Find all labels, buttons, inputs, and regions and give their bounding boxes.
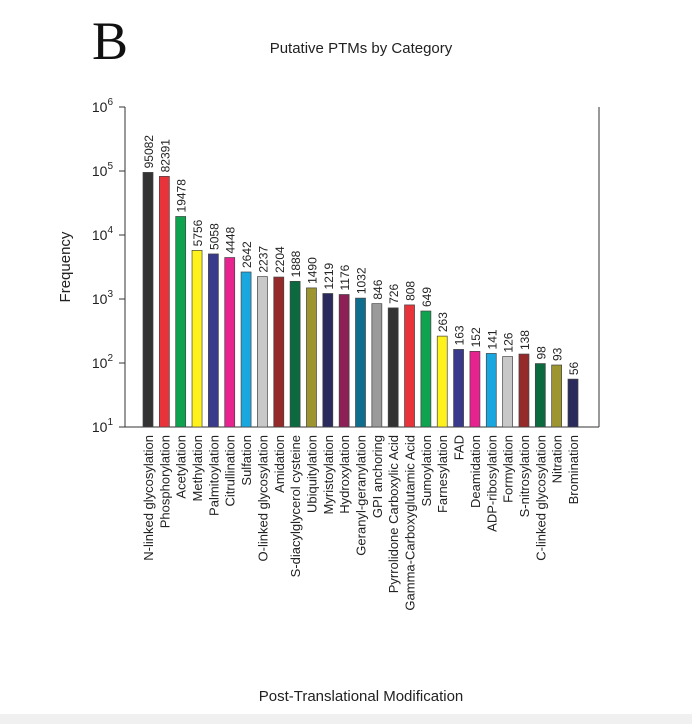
bar bbox=[142, 172, 154, 428]
x-tick-label: Amidation bbox=[272, 435, 287, 493]
bar bbox=[371, 303, 383, 428]
x-tick-label: Hydroxylation bbox=[337, 435, 352, 514]
data-label: 138 bbox=[518, 330, 532, 350]
bar bbox=[534, 363, 546, 428]
bar bbox=[273, 276, 285, 428]
bar bbox=[355, 297, 366, 428]
y-tick-label: 106 bbox=[92, 97, 114, 115]
x-tick-label: Formylation bbox=[501, 435, 516, 503]
y-tick-label: 101 bbox=[92, 417, 114, 435]
data-label: 5756 bbox=[191, 219, 205, 246]
bar bbox=[551, 364, 563, 428]
bar bbox=[502, 356, 513, 428]
x-tick-label: N-linked glycosylation bbox=[141, 435, 156, 561]
data-label: 1176 bbox=[338, 264, 352, 290]
data-label: 98 bbox=[534, 346, 548, 360]
y-axis-label: Frequency bbox=[57, 231, 74, 302]
x-axis-label: Post-Translational Modification bbox=[258, 688, 464, 705]
data-label: 4448 bbox=[224, 226, 238, 253]
data-label: 1219 bbox=[322, 262, 336, 289]
x-tick-label: Bromination bbox=[566, 435, 581, 504]
data-label: 2204 bbox=[273, 246, 287, 273]
y-tick-label: 104 bbox=[92, 225, 114, 243]
x-tick-label: ADP-ribosylation bbox=[484, 435, 499, 532]
bar bbox=[404, 304, 415, 428]
x-tick-label: S-nitrosylation bbox=[517, 435, 532, 517]
x-tick-label: C-linked glycosylation bbox=[533, 435, 548, 561]
data-label: 1888 bbox=[289, 250, 303, 277]
bar bbox=[224, 257, 236, 428]
data-label: 1490 bbox=[305, 257, 319, 284]
x-tick-label: Acetylation bbox=[174, 435, 189, 499]
bar bbox=[175, 216, 187, 428]
panel-label: B bbox=[92, 11, 129, 71]
x-tick-label: Pyrrolidone Carboxylic Acid bbox=[386, 435, 401, 593]
data-label: 93 bbox=[551, 347, 565, 361]
x-tick-label: Geranyl-geranylation bbox=[354, 435, 369, 556]
y-tick-label: 103 bbox=[92, 289, 114, 307]
bar bbox=[257, 276, 268, 428]
x-tick-label: Nitration bbox=[550, 435, 565, 483]
bar bbox=[191, 250, 203, 428]
bar bbox=[436, 335, 448, 428]
x-tick-label: Palmitoylation bbox=[206, 435, 221, 516]
bar bbox=[387, 307, 399, 428]
data-label: 19478 bbox=[175, 179, 189, 213]
bar bbox=[518, 353, 530, 428]
bar bbox=[322, 293, 334, 428]
bottom-edge bbox=[0, 714, 692, 724]
y-tick-label: 102 bbox=[92, 353, 114, 371]
bar bbox=[420, 310, 432, 428]
x-tick-label: Phosphorylation bbox=[157, 435, 172, 528]
x-tick-label: Farnesylation bbox=[435, 435, 450, 513]
y-tick-label: 105 bbox=[92, 161, 114, 179]
bar bbox=[208, 253, 219, 428]
data-label: 82391 bbox=[158, 139, 172, 173]
data-label: 263 bbox=[436, 312, 450, 332]
data-label: 846 bbox=[371, 279, 385, 299]
data-label: 5058 bbox=[207, 223, 221, 250]
data-label: 726 bbox=[387, 284, 401, 304]
bar bbox=[240, 271, 252, 428]
x-tick-label: Methylation bbox=[190, 435, 205, 501]
x-tick-label: Ubiquitylation bbox=[304, 435, 319, 513]
data-label: 2237 bbox=[256, 246, 270, 273]
bar bbox=[158, 176, 170, 428]
x-tick-label: Citrullination bbox=[223, 435, 238, 507]
data-label: 2642 bbox=[240, 241, 254, 268]
bar bbox=[453, 349, 464, 428]
data-label: 141 bbox=[485, 329, 499, 349]
bar bbox=[289, 280, 301, 428]
data-label: 1032 bbox=[355, 267, 369, 294]
x-tick-label: S-diacylglycerol cysteine bbox=[288, 435, 303, 577]
data-label: 649 bbox=[420, 287, 434, 307]
bar bbox=[338, 294, 350, 428]
bar bbox=[469, 351, 481, 428]
data-label: 95082 bbox=[142, 135, 156, 169]
bar bbox=[306, 287, 317, 428]
x-tick-label: Sumoylation bbox=[419, 435, 434, 507]
chart-title: Putative PTMs by Category bbox=[269, 40, 453, 57]
data-label: 163 bbox=[453, 325, 467, 345]
data-label: 56 bbox=[567, 361, 581, 375]
x-tick-label: Deamidation bbox=[468, 435, 483, 508]
x-tick-label: GPI anchoring bbox=[370, 435, 385, 518]
data-label: 126 bbox=[502, 332, 516, 352]
bar bbox=[485, 353, 497, 428]
x-tick-label: FAD bbox=[452, 435, 467, 460]
x-tick-label: Myristoylation bbox=[321, 435, 336, 514]
x-tick-label: Gamma-Carboxyglutamic Acid bbox=[403, 435, 418, 611]
data-label: 152 bbox=[469, 327, 483, 347]
x-tick-label: O-linked glycosylation bbox=[255, 435, 270, 561]
x-tick-label: Sulfation bbox=[239, 435, 254, 486]
bar bbox=[567, 378, 579, 428]
data-label: 808 bbox=[404, 281, 418, 301]
